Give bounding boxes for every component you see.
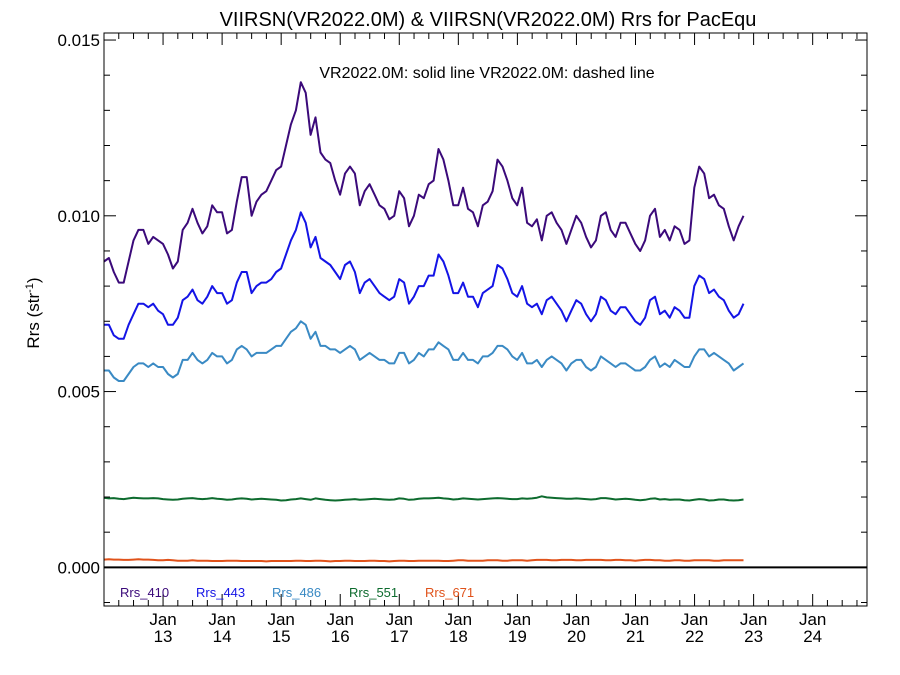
chart-title: VIIRSN(VR2022.0M) & VIIRSN(VR2022.0M) Rr…: [220, 9, 757, 31]
series-line-rrs-671: [103, 558, 744, 563]
x-tick-label-month: Jan: [799, 610, 826, 629]
x-tick-label-month: Jan: [622, 610, 649, 629]
x-tick-label-month: Jan: [681, 610, 708, 629]
x-tick-label-month: Jan: [504, 610, 531, 629]
legend-entry-rrs-443: Rrs_443: [196, 585, 245, 600]
x-tick-label-month: Jan: [327, 610, 354, 629]
line-style-annotation: VR2022.0M: solid line VR2022.0M: dashed …: [319, 65, 654, 82]
x-tick-label-month: Jan: [267, 610, 294, 629]
x-tick-label-year: 18: [449, 627, 468, 646]
x-tick-label-year: 24: [803, 627, 822, 646]
y-axis-label: Rrs (str-1): [24, 277, 43, 348]
y-axis-label-main: Rrs (str: [24, 293, 43, 349]
x-tick-label-year: 13: [154, 627, 173, 646]
x-tick-label-month: Jan: [208, 610, 235, 629]
legend-entry-rrs-410: Rrs_410: [120, 585, 169, 600]
series-line-rrs-443: [104, 211, 745, 340]
x-tick-label-year: 16: [331, 627, 350, 646]
legend-entry-rrs-671: Rrs_671: [425, 585, 474, 600]
x-tick-label-month: Jan: [740, 610, 767, 629]
x-tick-label-month: Jan: [149, 610, 176, 629]
plot-area: 0.0000.0050.0100.015Jan13Jan14Jan15Jan16…: [57, 31, 868, 646]
y-tick-label: 0.010: [57, 207, 100, 226]
x-tick-label-year: 21: [626, 627, 645, 646]
x-tick-label-year: 15: [272, 627, 291, 646]
series-line-rrs-410: [103, 81, 745, 284]
legend-entry-rrs-551: Rrs_551: [349, 585, 398, 600]
plot-frame: [103, 32, 868, 607]
x-tick-label-month: Jan: [563, 610, 590, 629]
series-line-rrs-486: [104, 320, 745, 382]
x-tick-label-year: 17: [390, 627, 409, 646]
x-tick-label-year: 14: [213, 627, 232, 646]
x-tick-label-year: 22: [685, 627, 704, 646]
y-tick-label: 0.015: [57, 31, 100, 50]
x-tick-label-month: Jan: [386, 610, 413, 629]
y-tick-label: 0.005: [57, 383, 100, 402]
x-tick-label-year: 20: [567, 627, 586, 646]
y-axis-label-close: ): [24, 277, 43, 283]
y-tick-label: 0.000: [57, 558, 100, 577]
x-tick-label-month: Jan: [445, 610, 472, 629]
series-line-rrs-551: [103, 495, 744, 502]
x-tick-label-year: 19: [508, 627, 527, 646]
y-axis-label-superscript: -1: [24, 283, 36, 293]
x-tick-label-year: 23: [744, 627, 763, 646]
legend-entry-rrs-486: Rrs_486: [272, 585, 321, 600]
